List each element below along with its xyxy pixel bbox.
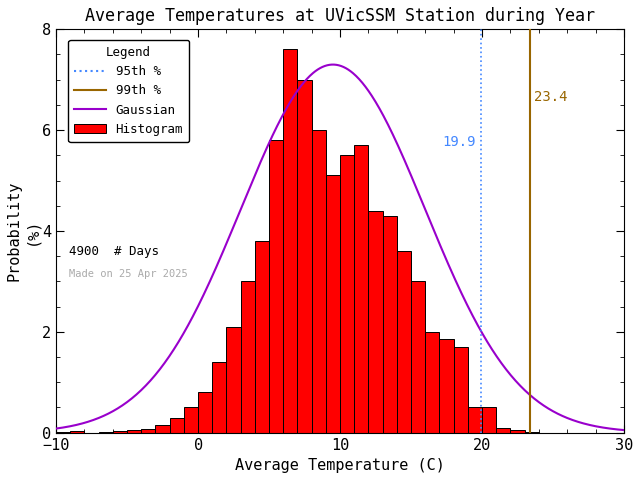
Bar [496, 428, 510, 432]
Bar [284, 49, 298, 432]
Bar [411, 281, 425, 432]
X-axis label: Average Temperature (C): Average Temperature (C) [235, 458, 445, 473]
Bar [510, 430, 525, 432]
Title: Average Temperatures at UVicSSM Station during Year: Average Temperatures at UVicSSM Station … [85, 7, 595, 25]
Text: 19.9: 19.9 [443, 135, 476, 149]
Bar [454, 347, 468, 432]
Bar [312, 130, 326, 432]
Bar [482, 408, 496, 432]
Text: 4900  # Days: 4900 # Days [68, 245, 159, 258]
Bar [326, 176, 340, 432]
Bar [113, 431, 127, 432]
Y-axis label: Probability
(%): Probability (%) [7, 181, 39, 281]
Bar [269, 140, 284, 432]
Bar [212, 362, 227, 432]
Bar [369, 211, 383, 432]
Bar [397, 251, 411, 432]
Text: 23.4: 23.4 [534, 90, 568, 104]
Bar [170, 418, 184, 432]
Text: Made on 25 Apr 2025: Made on 25 Apr 2025 [68, 269, 188, 279]
Bar [425, 332, 440, 432]
Bar [340, 156, 354, 432]
Bar [255, 241, 269, 432]
Bar [440, 339, 454, 432]
Bar [127, 430, 141, 432]
Bar [241, 281, 255, 432]
Bar [198, 392, 212, 432]
Bar [354, 145, 369, 432]
Bar [141, 429, 156, 432]
Bar [70, 431, 84, 432]
Bar [468, 408, 482, 432]
Legend: 95th %, 99th %, Gaussian, Histogram: 95th %, 99th %, Gaussian, Histogram [68, 39, 189, 142]
Bar [383, 216, 397, 432]
Bar [227, 327, 241, 432]
Bar [298, 80, 312, 432]
Bar [156, 425, 170, 432]
Bar [184, 408, 198, 432]
